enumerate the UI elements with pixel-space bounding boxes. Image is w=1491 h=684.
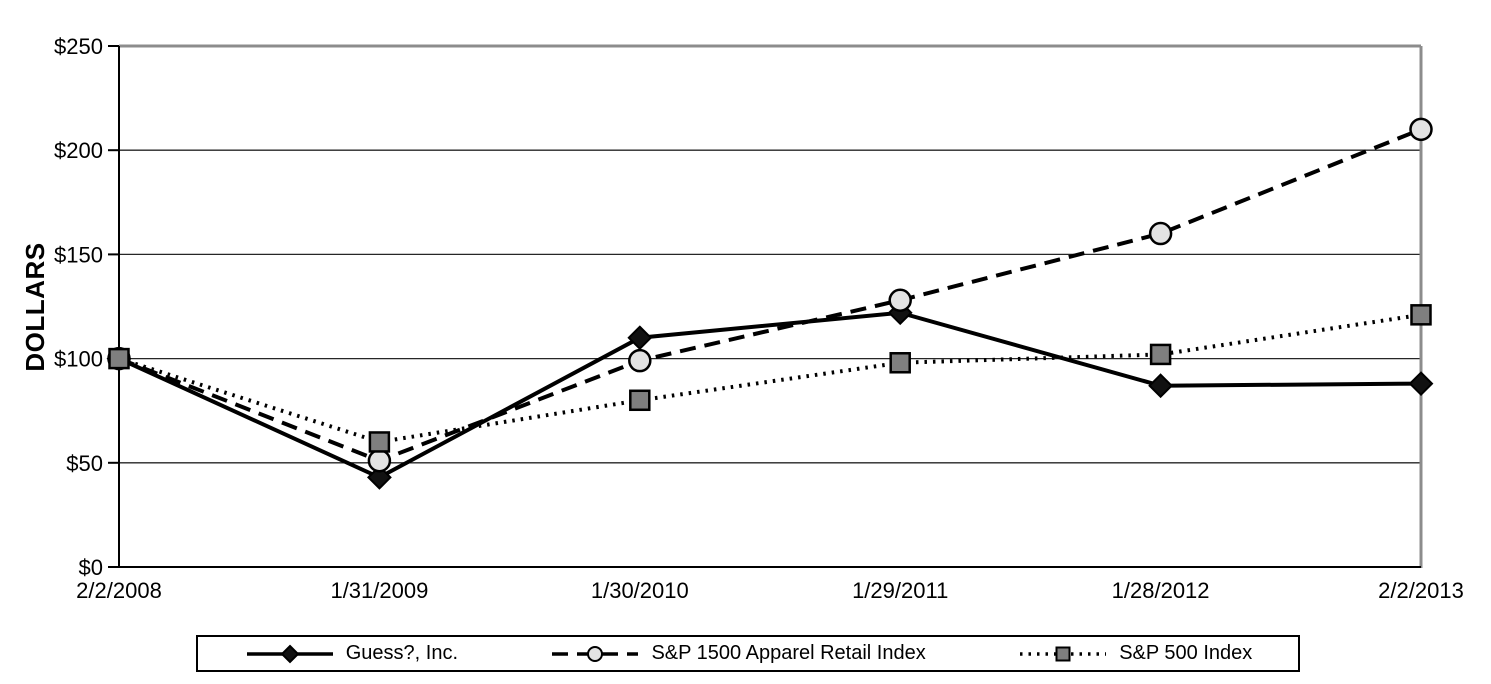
dotted-line-square-marker-icon (1020, 646, 1107, 661)
diamond-marker (366, 464, 392, 490)
legend-item-guess: Guess?, Inc. (244, 642, 458, 666)
square-marker (108, 347, 130, 370)
square-marker (1410, 304, 1432, 326)
x-axis: 2/2/2008 1/31/2009 1/30/2010 1/29/2011 1/28/… (76, 578, 1464, 603)
legend-label-sp500: S&P 500 Index (1119, 642, 1253, 664)
diamond-marker (1408, 371, 1434, 397)
legend: Guess?, Inc. S&P 1500 Apparel Retail Ind… (196, 635, 1300, 672)
y-tick-label: $250 (54, 34, 103, 59)
circle-marker (1409, 117, 1433, 142)
diamond-marker (280, 644, 300, 663)
legend-item-sp1500-apparel: S&P 1500 Apparel Retail Index (549, 642, 926, 666)
solid-line-diamond-marker-icon (246, 644, 333, 663)
series-line-solid (118, 310, 1422, 480)
legend-label-guess: Guess?, Inc. (345, 642, 458, 664)
y-axis: $0 $50 $100 $150 $200 $250 (54, 34, 119, 580)
x-tick-label: 1/30/2010 (591, 578, 689, 603)
legend-item-sp500: S&P 500 Index (1017, 642, 1252, 666)
y-tick-label: $100 (54, 347, 103, 372)
square-marker (889, 352, 911, 374)
chart-canvas: $0 $50 $100 $150 $200 $250 2/2/2008 1/31/2009 1/… (54, 34, 1464, 603)
square-marker (1055, 646, 1071, 661)
circle-marker (587, 645, 604, 662)
legend-label-sp1500-apparel: S&P 1500 Apparel Retail Index (651, 642, 926, 664)
series-markers-diamond (106, 300, 1434, 490)
x-tick-label: 1/31/2009 (330, 578, 428, 603)
circle-marker (367, 448, 392, 473)
x-tick-label: 1/29/2011 (852, 578, 948, 603)
circle-marker (1148, 221, 1173, 246)
y-tick-label: $150 (54, 242, 103, 267)
square-marker (368, 431, 391, 453)
x-tick-label: 2/2/2013 (1378, 578, 1464, 603)
diamond-marker (627, 325, 653, 351)
circle-marker (628, 348, 652, 373)
dashed-line-circle-marker-icon (552, 645, 639, 662)
plot-border (118, 44, 1423, 568)
gridlines (119, 149, 1421, 464)
y-tick-label: $0 (79, 555, 103, 580)
square-marker (629, 389, 651, 412)
circle-marker (888, 288, 912, 312)
y-tick-label: $200 (54, 138, 103, 163)
square-marker (1149, 343, 1172, 366)
series-lines (118, 127, 1422, 480)
y-tick-label: $50 (66, 451, 103, 476)
diamond-marker (1148, 373, 1174, 399)
x-tick-label: 2/2/2008 (76, 578, 162, 603)
series-markers-square (108, 304, 1432, 453)
series-line-dotted (118, 312, 1422, 445)
x-tick-label: 1/28/2012 (1112, 578, 1210, 603)
series-line-dashed (118, 127, 1422, 463)
